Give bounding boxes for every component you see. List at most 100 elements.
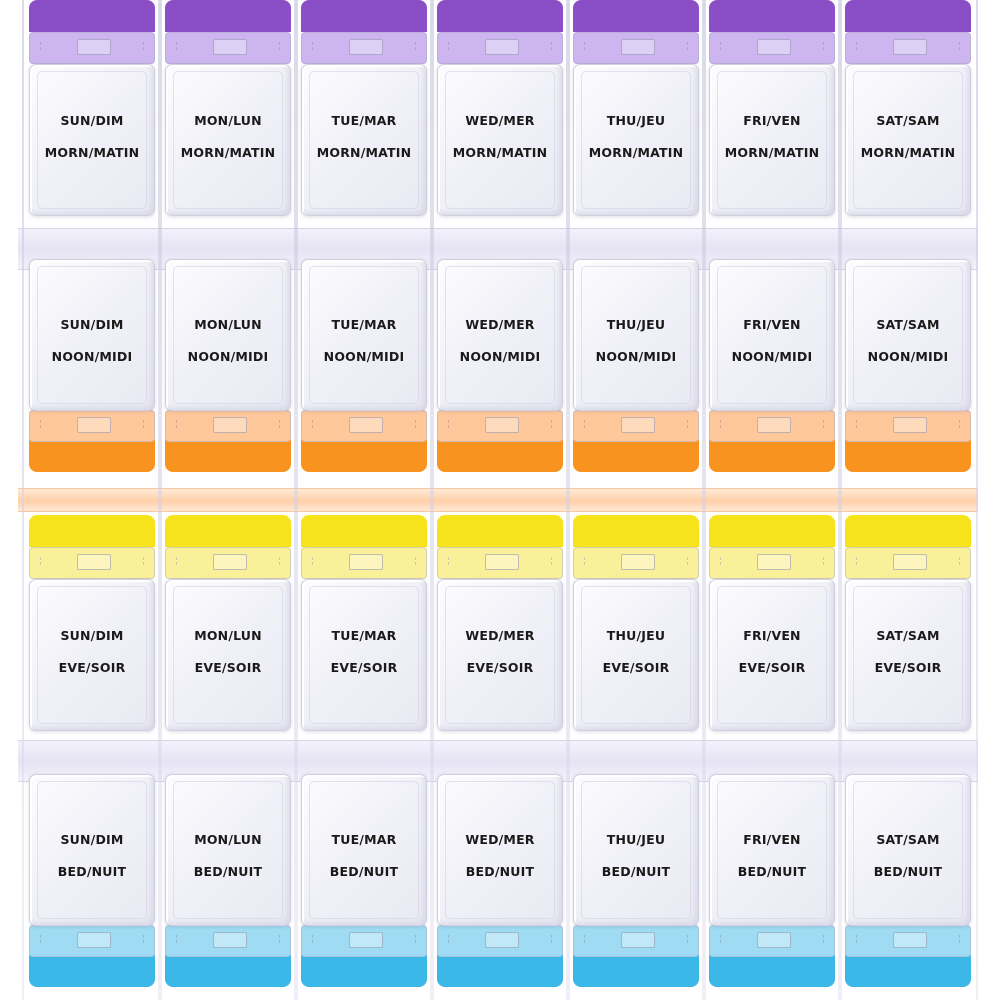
lid-tab[interactable] xyxy=(437,515,563,547)
pill-compartment[interactable]: WED/MER NOON/MIDI xyxy=(435,255,565,473)
pill-compartment[interactable]: THU/JEU EVE/SOIR xyxy=(571,515,701,733)
pill-compartment[interactable]: THU/JEU BED/NUIT xyxy=(571,770,701,988)
pill-compartment[interactable]: SAT/SAM EVE/SOIR xyxy=(843,515,973,733)
pill-compartment[interactable]: TUE/MAR BED/NUIT xyxy=(299,770,429,988)
lid-tab[interactable] xyxy=(29,0,155,32)
lid-tab[interactable] xyxy=(29,955,155,987)
lid-tab[interactable] xyxy=(709,440,835,472)
compartment-lid[interactable]: MON/LUN MORN/MATIN xyxy=(165,64,291,216)
lid-tab[interactable] xyxy=(301,515,427,547)
compartment-lid[interactable]: SAT/SAM NOON/MIDI xyxy=(845,259,971,411)
compartment-lid[interactable]: MON/LUN NOON/MIDI xyxy=(165,259,291,411)
time-label: BED/NUIT xyxy=(329,864,399,879)
compartment-lid[interactable]: THU/JEU MORN/MATIN xyxy=(573,64,699,216)
lid-tab[interactable] xyxy=(165,0,291,32)
lid-tab[interactable] xyxy=(845,515,971,547)
lid-tab[interactable] xyxy=(845,955,971,987)
day-label: THU/JEU xyxy=(606,113,666,128)
pill-compartment[interactable]: SUN/DIM NOON/MIDI xyxy=(27,255,157,473)
compartment-lid[interactable]: FRI/VEN NOON/MIDI xyxy=(709,259,835,411)
pill-compartment[interactable]: WED/MER MORN/MATIN xyxy=(435,0,565,218)
compartment-lid[interactable]: TUE/MAR BED/NUIT xyxy=(301,774,427,926)
compartment-lid[interactable]: SAT/SAM EVE/SOIR xyxy=(845,579,971,731)
time-label: NOON/MIDI xyxy=(459,349,541,364)
pill-compartment[interactable]: MON/LUN NOON/MIDI xyxy=(163,255,293,473)
compartment-lid[interactable]: SUN/DIM EVE/SOIR xyxy=(29,579,155,731)
lid-hinge xyxy=(709,32,835,64)
day-label: MON/LUN xyxy=(194,628,262,643)
lid-tab[interactable] xyxy=(301,440,427,472)
pill-compartment[interactable]: THU/JEU MORN/MATIN xyxy=(571,0,701,218)
day-label: WED/MER xyxy=(465,832,535,847)
pill-compartment[interactable]: TUE/MAR MORN/MATIN xyxy=(299,0,429,218)
pill-compartment[interactable]: SUN/DIM BED/NUIT xyxy=(27,770,157,988)
lid-tab[interactable] xyxy=(573,515,699,547)
lid-tab[interactable] xyxy=(573,440,699,472)
pill-compartment[interactable]: FRI/VEN BED/NUIT xyxy=(707,770,837,988)
lid-tab[interactable] xyxy=(165,955,291,987)
day-column: MON/LUN MORN/MATIN MON/LUN NOON/MIDI MON/LUN… xyxy=(158,0,298,1000)
compartment-lid[interactable]: TUE/MAR EVE/SOIR xyxy=(301,579,427,731)
compartment-lid[interactable]: SUN/DIM BED/NUIT xyxy=(29,774,155,926)
compartment-lid[interactable]: FRI/VEN BED/NUIT xyxy=(709,774,835,926)
pill-compartment[interactable]: FRI/VEN EVE/SOIR xyxy=(707,515,837,733)
pill-compartment[interactable]: TUE/MAR NOON/MIDI xyxy=(299,255,429,473)
lid-tab[interactable] xyxy=(437,0,563,32)
lid-tab[interactable] xyxy=(437,955,563,987)
pill-compartment[interactable]: SAT/SAM BED/NUIT xyxy=(843,770,973,988)
lid-tab[interactable] xyxy=(709,515,835,547)
compartment-lid[interactable]: WED/MER NOON/MIDI xyxy=(437,259,563,411)
pill-compartment[interactable]: SAT/SAM NOON/MIDI xyxy=(843,255,973,473)
lid-tab[interactable] xyxy=(165,515,291,547)
day-label: MON/LUN xyxy=(194,832,262,847)
pill-compartment[interactable]: WED/MER EVE/SOIR xyxy=(435,515,565,733)
lid-hinge xyxy=(301,410,427,442)
compartment-lid[interactable]: SAT/SAM MORN/MATIN xyxy=(845,64,971,216)
pill-compartment[interactable]: WED/MER BED/NUIT xyxy=(435,770,565,988)
lid-tab[interactable] xyxy=(709,955,835,987)
compartment-lid[interactable]: THU/JEU NOON/MIDI xyxy=(573,259,699,411)
day-label: SUN/DIM xyxy=(60,832,124,847)
time-label: MORN/MATIN xyxy=(588,145,684,160)
pill-compartment[interactable]: FRI/VEN MORN/MATIN xyxy=(707,0,837,218)
compartment-lid[interactable]: THU/JEU EVE/SOIR xyxy=(573,579,699,731)
time-label: EVE/SOIR xyxy=(738,660,806,675)
pill-compartment[interactable]: TUE/MAR EVE/SOIR xyxy=(299,515,429,733)
compartment-lid[interactable]: TUE/MAR NOON/MIDI xyxy=(301,259,427,411)
day-label: FRI/VEN xyxy=(743,628,801,643)
lid-tab[interactable] xyxy=(301,955,427,987)
compartment-lid[interactable]: SUN/DIM NOON/MIDI xyxy=(29,259,155,411)
compartment-lid[interactable]: THU/JEU BED/NUIT xyxy=(573,774,699,926)
compartment-lid[interactable]: SAT/SAM BED/NUIT xyxy=(845,774,971,926)
lid-hinge xyxy=(573,32,699,64)
pill-compartment[interactable]: FRI/VEN NOON/MIDI xyxy=(707,255,837,473)
lid-tab[interactable] xyxy=(845,0,971,32)
compartment-lid[interactable]: MON/LUN BED/NUIT xyxy=(165,774,291,926)
compartment-lid[interactable]: FRI/VEN MORN/MATIN xyxy=(709,64,835,216)
pill-compartment[interactable]: MON/LUN MORN/MATIN xyxy=(163,0,293,218)
compartment-lid[interactable]: FRI/VEN EVE/SOIR xyxy=(709,579,835,731)
lid-tab[interactable] xyxy=(29,440,155,472)
pill-compartment[interactable]: SUN/DIM MORN/MATIN xyxy=(27,0,157,218)
compartment-lid[interactable]: WED/MER MORN/MATIN xyxy=(437,64,563,216)
pill-compartment[interactable]: MON/LUN EVE/SOIR xyxy=(163,515,293,733)
time-label: NOON/MIDI xyxy=(187,349,269,364)
lid-tab[interactable] xyxy=(845,440,971,472)
compartment-lid[interactable]: MON/LUN EVE/SOIR xyxy=(165,579,291,731)
compartment-lid[interactable]: WED/MER BED/NUIT xyxy=(437,774,563,926)
pill-compartment[interactable]: THU/JEU NOON/MIDI xyxy=(571,255,701,473)
lid-tab[interactable] xyxy=(709,0,835,32)
pill-compartment[interactable]: MON/LUN BED/NUIT xyxy=(163,770,293,988)
compartment-lid[interactable]: WED/MER EVE/SOIR xyxy=(437,579,563,731)
pill-compartment[interactable]: SAT/SAM MORN/MATIN xyxy=(843,0,973,218)
lid-tab[interactable] xyxy=(573,955,699,987)
lid-tab[interactable] xyxy=(165,440,291,472)
lid-tab[interactable] xyxy=(437,440,563,472)
compartment-lid[interactable]: SUN/DIM MORN/MATIN xyxy=(29,64,155,216)
compartment-lid[interactable]: TUE/MAR MORN/MATIN xyxy=(301,64,427,216)
lid-hinge xyxy=(437,547,563,579)
lid-tab[interactable] xyxy=(573,0,699,32)
lid-tab[interactable] xyxy=(301,0,427,32)
lid-tab[interactable] xyxy=(29,515,155,547)
pill-compartment[interactable]: SUN/DIM EVE/SOIR xyxy=(27,515,157,733)
